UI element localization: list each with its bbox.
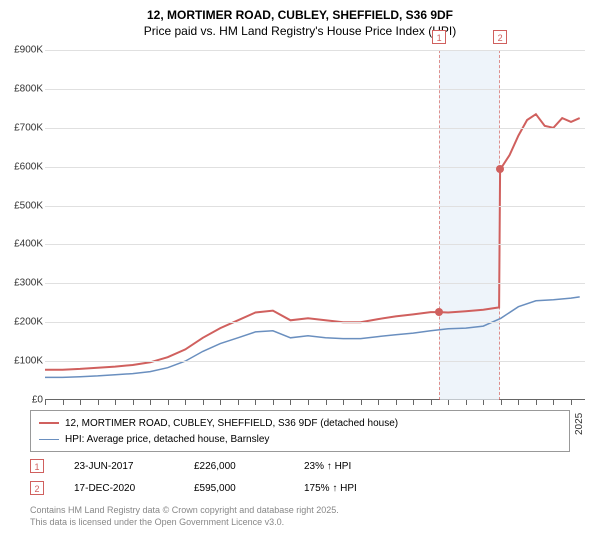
footer-line2: This data is licensed under the Open Gov… [30, 517, 339, 529]
footer: Contains HM Land Registry data © Crown c… [30, 505, 339, 528]
sale-price-2: £595,000 [194, 483, 274, 494]
sale-marker-2: 2 [30, 481, 44, 495]
gridline [45, 128, 585, 129]
x-tick [536, 400, 537, 405]
gridline [45, 244, 585, 245]
x-tick [431, 400, 432, 405]
sale-dot-2 [496, 165, 504, 173]
x-tick [203, 400, 204, 405]
marker-box-1: 1 [432, 30, 446, 44]
legend: 12, MORTIMER ROAD, CUBLEY, SHEFFIELD, S3… [30, 410, 570, 452]
x-tick [273, 400, 274, 405]
legend-swatch-hpi [39, 439, 59, 440]
footer-line1: Contains HM Land Registry data © Crown c… [30, 505, 339, 517]
x-tick [150, 400, 151, 405]
gridline [45, 50, 585, 51]
marker-box-2: 2 [493, 30, 507, 44]
gridline [45, 283, 585, 284]
x-tick [413, 400, 414, 405]
sale-date-1: 23-JUN-2017 [74, 461, 164, 472]
x-tick [220, 400, 221, 405]
gridline [45, 361, 585, 362]
gridline [45, 206, 585, 207]
gridline [45, 322, 585, 323]
x-tick [396, 400, 397, 405]
sales-table: 1 23-JUN-2017 £226,000 23% ↑ HPI 2 17-DE… [30, 455, 394, 499]
legend-label-hpi: HPI: Average price, detached house, Barn… [65, 434, 269, 445]
legend-row-hpi: HPI: Average price, detached house, Barn… [39, 431, 561, 447]
sale-dot-1 [435, 308, 443, 316]
sale-row-2: 2 17-DEC-2020 £595,000 175% ↑ HPI [30, 477, 394, 499]
legend-label-property: 12, MORTIMER ROAD, CUBLEY, SHEFFIELD, S3… [65, 418, 398, 429]
x-tick [115, 400, 116, 405]
x-tick [483, 400, 484, 405]
y-axis-label: £100K [14, 356, 43, 367]
sale-row-1: 1 23-JUN-2017 £226,000 23% ↑ HPI [30, 455, 394, 477]
x-tick [501, 400, 502, 405]
x-tick [80, 400, 81, 405]
sale-pct-1: 23% ↑ HPI [304, 461, 394, 472]
x-tick [45, 400, 46, 405]
x-tick [308, 400, 309, 405]
x-tick [571, 400, 572, 405]
x-tick [290, 400, 291, 405]
gridline [45, 89, 585, 90]
chart-container: 12, MORTIMER ROAD, CUBLEY, SHEFFIELD, S3… [0, 0, 600, 560]
legend-swatch-property [39, 422, 59, 424]
chart-title-line1: 12, MORTIMER ROAD, CUBLEY, SHEFFIELD, S3… [0, 0, 600, 24]
x-tick [185, 400, 186, 405]
y-axis-label: £300K [14, 278, 43, 289]
x-axis-label: 2025 [574, 413, 585, 435]
y-axis-label: £400K [14, 239, 43, 250]
y-axis-label: £600K [14, 161, 43, 172]
y-axis-label: £500K [14, 200, 43, 211]
x-tick [343, 400, 344, 405]
x-tick [238, 400, 239, 405]
x-tick [168, 400, 169, 405]
x-tick [255, 400, 256, 405]
sale-date-2: 17-DEC-2020 [74, 483, 164, 494]
x-tick [98, 400, 99, 405]
x-tick [326, 400, 327, 405]
x-tick [133, 400, 134, 405]
y-axis-label: £800K [14, 83, 43, 94]
sale-marker-1: 1 [30, 459, 44, 473]
x-tick [553, 400, 554, 405]
x-tick [518, 400, 519, 405]
x-tick [466, 400, 467, 405]
chart-plot-area: £0£100K£200K£300K£400K£500K£600K£700K£80… [45, 50, 585, 400]
x-tick [378, 400, 379, 405]
y-axis-label: £200K [14, 317, 43, 328]
sale-price-1: £226,000 [194, 461, 274, 472]
chart-title-line2: Price paid vs. HM Land Registry's House … [0, 24, 600, 42]
legend-row-property: 12, MORTIMER ROAD, CUBLEY, SHEFFIELD, S3… [39, 415, 561, 431]
x-tick [63, 400, 64, 405]
x-tick [448, 400, 449, 405]
y-axis-label: £700K [14, 122, 43, 133]
chart-svg [45, 50, 585, 400]
series-property [45, 114, 580, 370]
sale-pct-2: 175% ↑ HPI [304, 483, 394, 494]
y-axis-label: £0 [32, 395, 43, 406]
x-tick [361, 400, 362, 405]
y-axis-label: £900K [14, 45, 43, 56]
